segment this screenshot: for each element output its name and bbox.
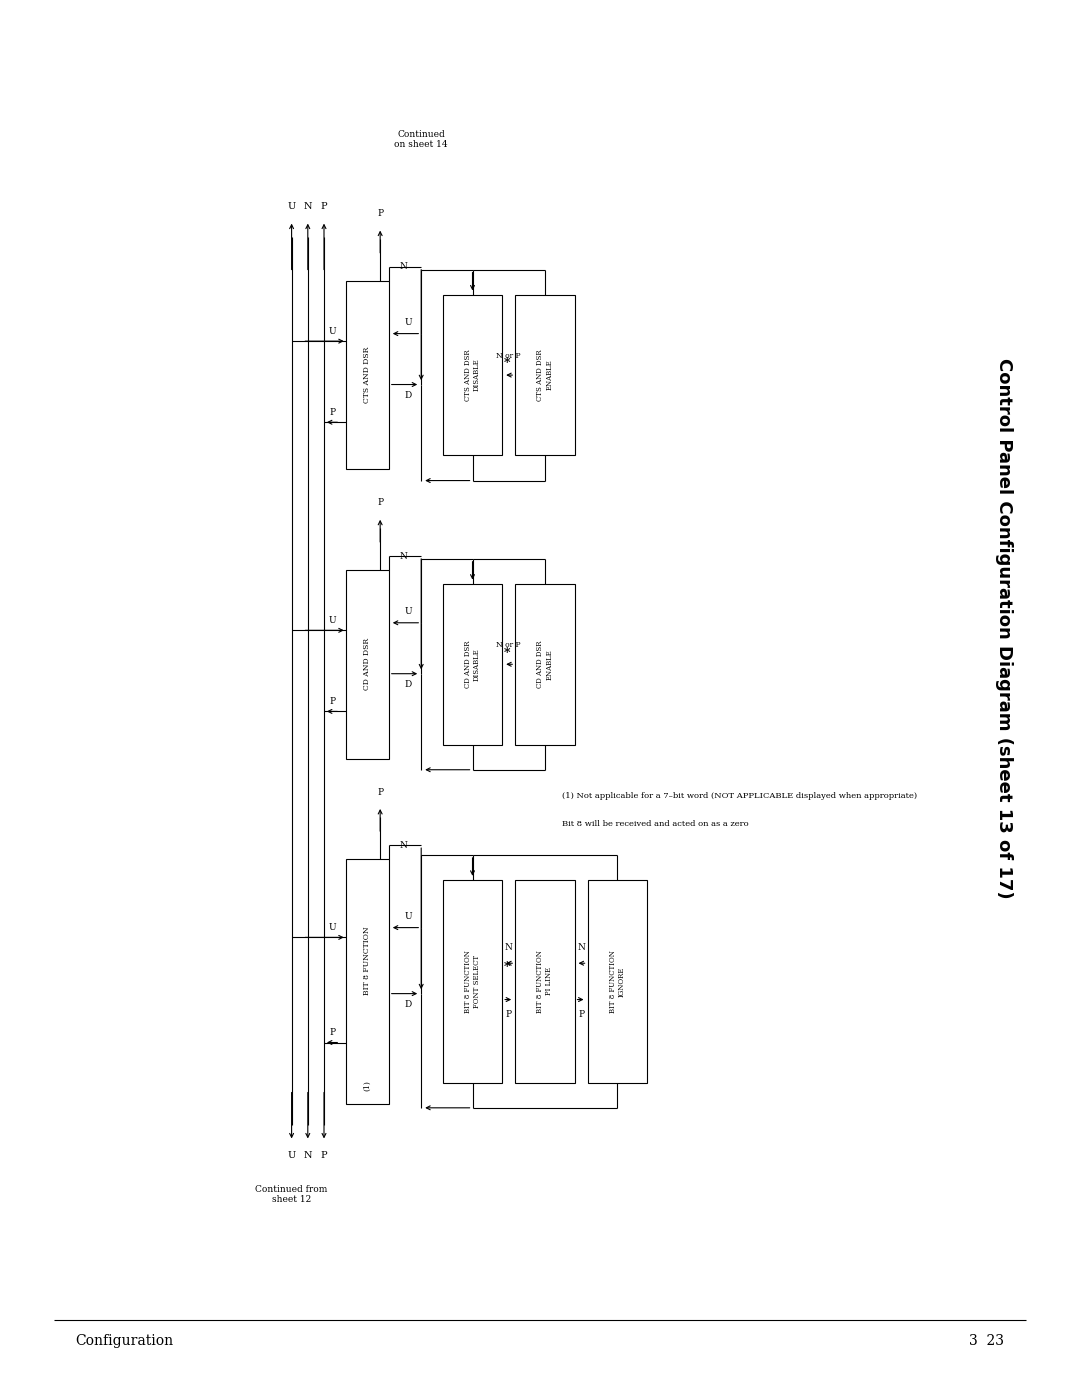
Text: BIT 8 FUNCTION
FONT SELECT: BIT 8 FUNCTION FONT SELECT	[464, 950, 481, 1013]
Text: P: P	[377, 210, 383, 218]
Text: P: P	[321, 1151, 327, 1160]
Text: N: N	[577, 943, 585, 953]
Text: U: U	[328, 616, 337, 624]
Text: N: N	[400, 552, 407, 560]
Bar	[515, 880, 575, 1083]
Bar	[346, 281, 389, 469]
Text: N: N	[400, 263, 407, 271]
Text: N: N	[504, 943, 513, 953]
Text: CTS AND DSR
ENABLE: CTS AND DSR ENABLE	[537, 349, 553, 401]
Text: CD AND DSR
DISABLE: CD AND DSR DISABLE	[464, 640, 481, 689]
Text: P: P	[578, 1010, 584, 1020]
Text: P: P	[329, 408, 336, 416]
Text: P: P	[505, 1010, 512, 1020]
Text: U: U	[328, 923, 337, 932]
Text: 3  23: 3 23	[970, 1334, 1004, 1348]
Text: CD AND DSR: CD AND DSR	[363, 638, 372, 690]
Bar	[346, 570, 389, 759]
Text: N or P: N or P	[497, 641, 521, 648]
Text: Continued
on sheet 14: Continued on sheet 14	[394, 130, 448, 149]
Text: BIT 8 FUNCTION: BIT 8 FUNCTION	[363, 926, 372, 995]
Text: P: P	[321, 203, 327, 211]
Text: P: P	[329, 1028, 336, 1037]
Text: N: N	[400, 841, 407, 849]
Bar	[515, 295, 575, 455]
Text: *: *	[503, 961, 510, 974]
Text: U: U	[404, 912, 413, 921]
Text: (1): (1)	[363, 1080, 372, 1091]
Text: CTS AND DSR: CTS AND DSR	[363, 346, 372, 404]
Text: U: U	[287, 203, 296, 211]
Bar	[443, 584, 502, 745]
Text: P: P	[377, 499, 383, 507]
Text: BIT 8 FUNCTION
IGNORE: BIT 8 FUNCTION IGNORE	[609, 950, 625, 1013]
Text: *: *	[503, 358, 510, 370]
Text: U: U	[404, 319, 413, 327]
Text: CTS AND DSR
DISABLE: CTS AND DSR DISABLE	[464, 349, 481, 401]
Text: D: D	[405, 391, 411, 400]
Text: P: P	[329, 697, 336, 705]
Text: U: U	[287, 1151, 296, 1160]
Text: N: N	[303, 1151, 312, 1160]
Text: U: U	[404, 608, 413, 616]
Text: D: D	[405, 680, 411, 689]
Text: P: P	[377, 788, 383, 796]
Text: *: *	[503, 647, 510, 659]
Text: Bit 8 will be received and acted on as a zero: Bit 8 will be received and acted on as a…	[562, 820, 748, 828]
Bar	[515, 584, 575, 745]
Bar	[588, 880, 647, 1083]
Bar	[443, 880, 502, 1083]
Text: N or P: N or P	[497, 352, 521, 359]
Text: Configuration: Configuration	[76, 1334, 174, 1348]
Text: (1) Not applicable for a 7–bit word (NOT APPLICABLE displayed when appropriate): (1) Not applicable for a 7–bit word (NOT…	[562, 792, 917, 800]
Text: Control Panel Configuration Diagram (sheet 13 of 17): Control Panel Configuration Diagram (she…	[996, 359, 1013, 898]
Bar	[443, 295, 502, 455]
Text: Continued from
sheet 12: Continued from sheet 12	[255, 1185, 328, 1204]
Bar	[346, 859, 389, 1104]
Text: BIT 8 FUNCTION
PI LINE: BIT 8 FUNCTION PI LINE	[537, 950, 553, 1013]
Text: U: U	[328, 327, 337, 335]
Text: N: N	[303, 203, 312, 211]
Text: D: D	[405, 1000, 411, 1009]
Text: CD AND DSR
ENABLE: CD AND DSR ENABLE	[537, 640, 553, 689]
